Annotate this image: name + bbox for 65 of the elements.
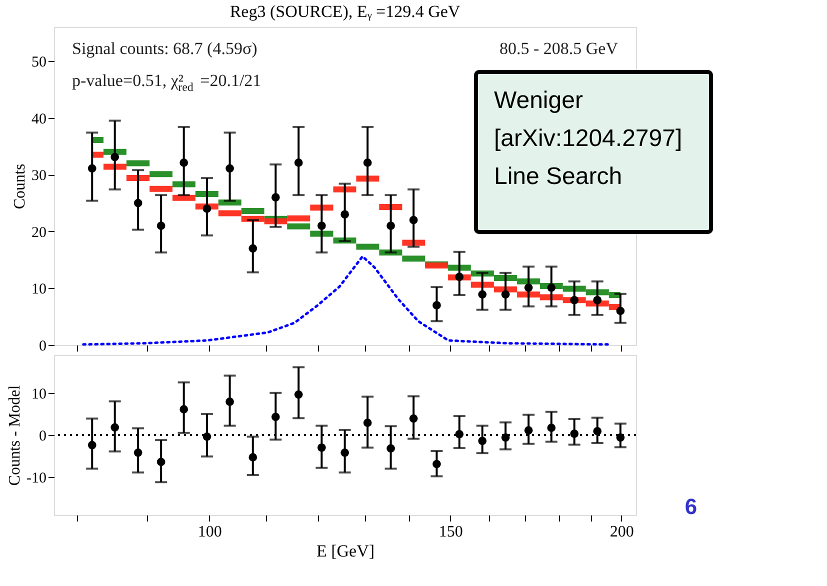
x-tick-label: 150	[438, 524, 463, 540]
point	[478, 290, 487, 299]
point	[570, 296, 579, 304]
point	[110, 423, 120, 432]
y-tick-label: 50	[32, 54, 46, 71]
point	[317, 222, 326, 230]
y-axis-title: Counts	[12, 164, 28, 210]
point	[363, 158, 372, 167]
annotation: 80.5 - 208.5 GeV	[499, 39, 619, 58]
point	[570, 430, 579, 438]
point	[180, 158, 188, 167]
point	[363, 418, 372, 427]
point	[294, 158, 303, 167]
point	[409, 216, 418, 224]
point	[226, 398, 234, 406]
point	[294, 390, 303, 399]
x-tick-label: 200	[610, 524, 634, 540]
point	[432, 301, 441, 310]
point	[271, 412, 280, 422]
point	[134, 448, 142, 457]
point	[593, 427, 602, 436]
point	[524, 426, 533, 435]
y-tick-label: 0	[39, 338, 46, 354]
point	[271, 193, 280, 202]
point	[432, 460, 441, 468]
point	[88, 440, 96, 450]
point	[248, 453, 258, 462]
text: 6	[684, 494, 698, 519]
point	[478, 436, 487, 446]
y-tick-label: 10	[32, 282, 46, 298]
point	[180, 405, 188, 414]
point	[547, 424, 556, 432]
y-tick-label: -10	[26, 470, 46, 487]
annotation: p-value=0.51, χ²red =20.1/21	[72, 71, 262, 94]
y-tick-label: 0	[39, 428, 46, 444]
y-tick-label: 10	[32, 386, 46, 402]
point	[317, 443, 326, 452]
point	[501, 290, 510, 299]
point	[110, 152, 120, 162]
point	[409, 414, 418, 423]
point	[88, 164, 96, 173]
point	[248, 244, 258, 253]
annotation: Weniger [arXiv:1204.2797] Line Search	[494, 87, 682, 190]
y-tick-label: 40	[32, 111, 46, 128]
point	[616, 306, 625, 316]
x-axis-title: E [GeV]	[316, 542, 375, 560]
point	[524, 283, 533, 292]
point	[593, 296, 602, 304]
point	[547, 283, 556, 292]
point	[134, 198, 142, 208]
point	[226, 164, 234, 173]
y-axis-title: Counts - Model	[6, 384, 24, 486]
point	[156, 458, 166, 466]
point	[340, 210, 349, 219]
point	[455, 272, 464, 282]
x-tick-label: 100	[198, 524, 222, 540]
point	[386, 222, 395, 230]
point	[156, 222, 166, 230]
point	[340, 448, 349, 457]
point	[386, 444, 395, 453]
point	[202, 204, 212, 213]
chart-title: Reg3 (SOURCE), Eᵧ =129.4 GeV	[230, 2, 461, 21]
annotation: Signal counts: 68.7 (4.59σ)	[72, 39, 258, 58]
y-tick-label: 30	[32, 168, 46, 184]
y-tick-label: 20	[32, 224, 46, 241]
